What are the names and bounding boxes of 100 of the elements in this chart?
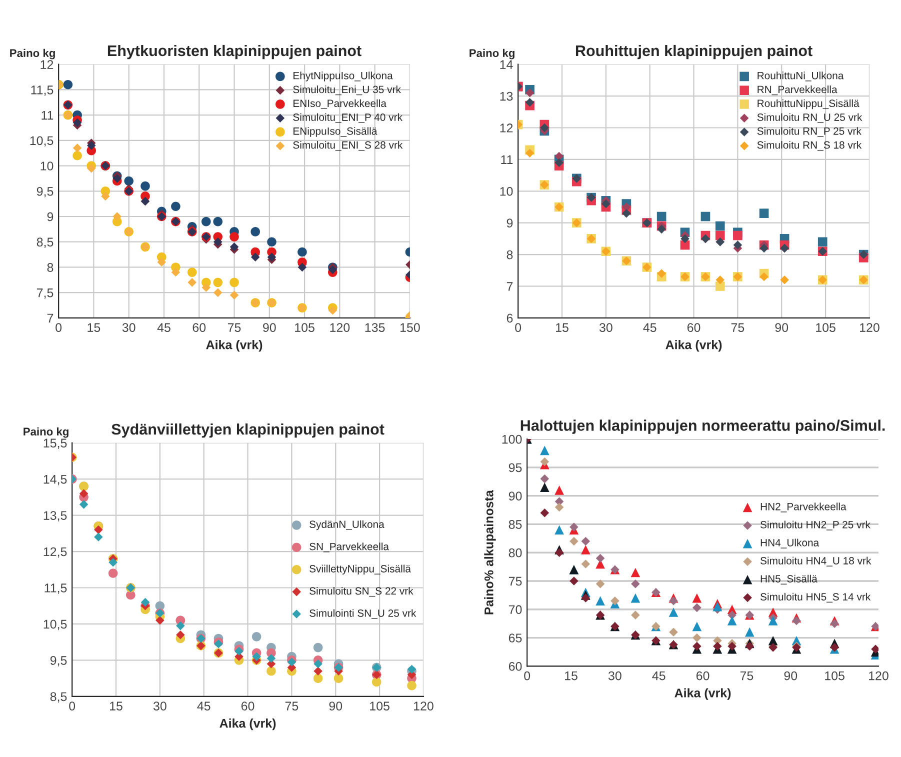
- x-tick-label: 30: [153, 702, 166, 710]
- y-tick-label: 85: [508, 520, 522, 529]
- point: [171, 268, 180, 277]
- point: [334, 674, 344, 683]
- point: [700, 212, 710, 222]
- legend-label: RouhittuNi_Ulkona: [758, 72, 844, 82]
- point: [540, 457, 550, 466]
- point: [554, 525, 564, 535]
- x-tick-label: 0: [515, 323, 522, 332]
- point: [94, 525, 103, 534]
- x-tick-label: 105: [825, 671, 844, 680]
- legend-label: ENIso_Parvekkeella: [294, 99, 386, 110]
- point: [631, 610, 640, 620]
- point: [140, 181, 150, 191]
- point: [622, 208, 631, 218]
- y-axis-title: Paino kg: [10, 48, 55, 60]
- x-tick-label: 120: [330, 323, 350, 332]
- x-tick-label: 60: [696, 671, 710, 680]
- point: [759, 208, 769, 218]
- point: [692, 603, 702, 612]
- y-tick-label: 8,5: [50, 692, 67, 703]
- point: [79, 489, 88, 498]
- legend-label: Simuloitu SN_S 22 vrk: [310, 587, 414, 597]
- legend-label: SN_Parvekkeella: [310, 542, 389, 552]
- x-tick-label: 105: [370, 702, 390, 710]
- legend-label: SviillettyNippu_Sisällä: [310, 564, 411, 574]
- point: [715, 230, 725, 240]
- x-tick-label: 120: [860, 323, 880, 332]
- point: [768, 616, 778, 626]
- legend-label: HN2_Parvekkeella: [760, 502, 846, 512]
- point: [72, 118, 82, 128]
- y-tick-label: 60: [508, 662, 522, 671]
- point: [715, 221, 725, 231]
- x-tick-label: 45: [197, 702, 210, 710]
- point: [716, 276, 725, 284]
- point: [596, 596, 605, 606]
- y-tick-label: 6: [506, 314, 513, 323]
- point: [230, 278, 239, 288]
- y-tick-label: 10,5: [30, 136, 54, 147]
- point: [570, 522, 578, 532]
- point: [86, 141, 96, 150]
- point: [112, 174, 122, 183]
- point: [124, 176, 134, 186]
- y-tick-label: 7,5: [36, 288, 54, 299]
- x-tick-label: 90: [775, 323, 788, 332]
- x-tick-label: 90: [329, 702, 342, 710]
- y-tick-label: 9,5: [50, 656, 67, 666]
- point: [72, 144, 82, 152]
- point: [79, 500, 88, 509]
- point: [715, 282, 725, 291]
- point: [63, 80, 73, 90]
- x-tick-label: 30: [122, 323, 136, 332]
- legend-label: Simuloitu HN5_S 14 vrk: [760, 592, 871, 602]
- point: [525, 98, 534, 107]
- x-tick-label: 135: [365, 323, 385, 332]
- point: [176, 621, 185, 630]
- y-tick-label: 12,5: [44, 547, 67, 558]
- point: [230, 290, 239, 300]
- point: [540, 474, 550, 484]
- point: [86, 164, 96, 173]
- point: [669, 596, 678, 606]
- point: [407, 680, 416, 690]
- y-tick-label: 7: [506, 282, 513, 291]
- point: [680, 234, 690, 244]
- chart-title: Rouhittujen klapinippujen painot: [576, 44, 812, 60]
- legend-label: Simuloitu RN_U 25 vrk: [757, 113, 862, 123]
- y-tick-label: 7: [47, 314, 54, 322]
- x-tick-label: 105: [816, 323, 836, 332]
- legend-label: Simuloitu HN4_U 18 vrk: [760, 556, 872, 566]
- point: [313, 674, 323, 683]
- y-tick-label: 14,5: [44, 475, 67, 486]
- point: [187, 268, 197, 277]
- point: [101, 192, 110, 201]
- x-tick-label: 90: [263, 323, 276, 332]
- x-tick-label: 15: [565, 671, 578, 680]
- y-tick-label: 12: [500, 124, 513, 132]
- x-axis-title: Aika (vrk): [206, 340, 262, 352]
- point: [94, 532, 103, 542]
- y-tick-label: 8: [506, 250, 513, 260]
- point: [157, 258, 166, 267]
- point: [712, 602, 722, 612]
- x-tick-label: 15: [556, 323, 568, 332]
- x-tick-label: 45: [643, 323, 656, 332]
- legend-label: HN5_Sisällä: [760, 574, 818, 584]
- point: [581, 560, 590, 568]
- point: [792, 616, 801, 626]
- y-tick-label: 100: [502, 434, 522, 444]
- point: [780, 276, 789, 284]
- y-tick-label: 11: [501, 155, 513, 164]
- x-tick-label: 45: [157, 323, 170, 332]
- x-tick-label: 0: [56, 323, 62, 332]
- y-tick-label: 14: [500, 60, 513, 69]
- point: [596, 554, 605, 563]
- x-tick-label: 120: [414, 702, 434, 710]
- chart-title: Ehytkuoristen klapinippujen painot: [108, 44, 362, 60]
- point: [745, 642, 754, 651]
- point: [727, 616, 737, 626]
- y-tick-label: 11,5: [31, 86, 54, 96]
- point: [266, 666, 276, 676]
- point: [267, 237, 276, 247]
